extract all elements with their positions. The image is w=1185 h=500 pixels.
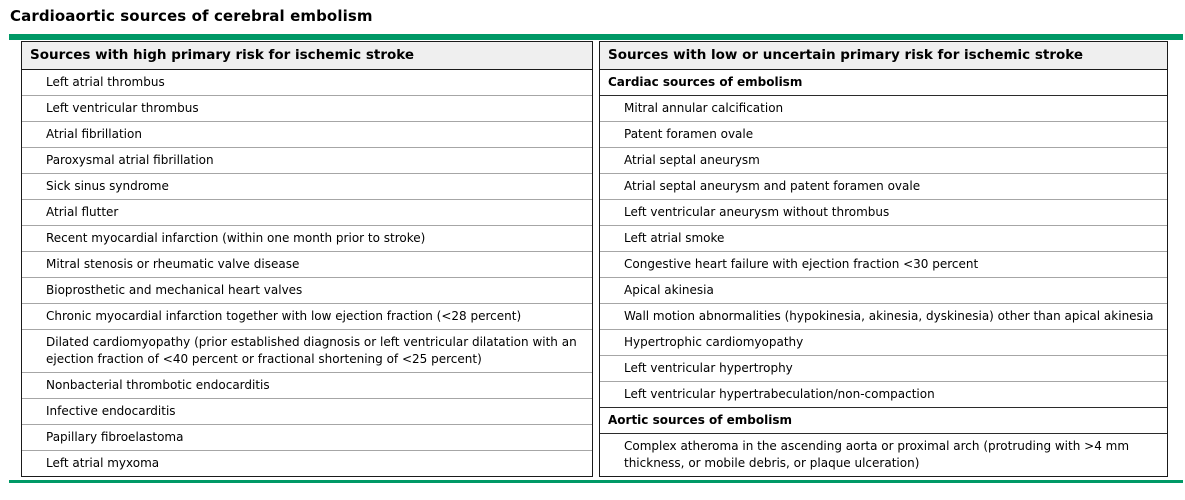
row-label: Left ventricular thrombus xyxy=(22,96,592,122)
row-label: Left atrial myxoma xyxy=(46,456,160,470)
table-row: Atrial flutter xyxy=(22,200,592,226)
low-risk-table-body: Cardiac sources of embolism Mitral annula… xyxy=(600,70,1167,476)
row-label: Left atrial smoke xyxy=(600,226,1167,252)
high-risk-header: Sources with high primary risk for ische… xyxy=(22,42,592,70)
table-row: Infective endocarditis xyxy=(22,399,592,425)
row-label: Left ventricular hypertrabeculation/non-… xyxy=(600,382,1167,408)
row-label: Congestive heart failure with ejection f… xyxy=(600,252,1167,278)
row-label: Nonbacterial thrombotic endocarditis xyxy=(22,373,592,399)
table-row: Paroxysmal atrial fibrillation xyxy=(22,148,592,174)
row-label: Left ventricular aneurysm without thromb… xyxy=(600,200,1167,226)
table-row: Hypertrophic cardiomyopathy xyxy=(600,330,1167,356)
row-label: Paroxysmal atrial fibrillation xyxy=(22,148,592,174)
row-label: Wall motion abnormalities (hypokinesia, … xyxy=(600,304,1167,330)
table-row: Mitral annular calcification xyxy=(600,96,1167,122)
table-row: Patent foramen ovale xyxy=(600,122,1167,148)
row-label: Dilated cardiomyopathy (prior establishe… xyxy=(22,330,592,373)
table-row: Chronic myocardial infarction together w… xyxy=(22,304,592,330)
table-row: Atrial fibrillation xyxy=(22,122,592,148)
section-subheader-label: Aortic sources of embolism xyxy=(600,408,1167,434)
table-row: Dilated cardiomyopathy (prior establishe… xyxy=(22,330,592,373)
table-row: Left atrial thrombus xyxy=(22,70,592,96)
table-row: Recent myocardial infarction (within one… xyxy=(22,226,592,252)
table-row: Congestive heart failure with ejection f… xyxy=(600,252,1167,278)
low-risk-header-row: Sources with low or uncertain primary ri… xyxy=(600,42,1167,70)
table-band: Sources with high primary risk for ische… xyxy=(9,34,1183,483)
row-label: Sick sinus syndrome xyxy=(22,174,592,200)
high-risk-header-row: Sources with high primary risk for ische… xyxy=(22,42,592,70)
table-row: Left atrial smoke xyxy=(600,226,1167,252)
row-label: Infective endocarditis xyxy=(22,399,592,425)
row-label: Mitral stenosis or rheumatic valve disea… xyxy=(22,252,592,278)
page-title: Cardioaortic sources of cerebral embolis… xyxy=(10,7,373,25)
table-row: Bioprosthetic and mechanical heart valve… xyxy=(22,278,592,304)
table-row: Apical akinesia xyxy=(600,278,1167,304)
low-risk-table: Sources with low or uncertain primary ri… xyxy=(599,41,1168,477)
table-row: Papillary fibroelastoma xyxy=(22,425,592,451)
table-row: Left ventricular hypertrophy xyxy=(600,356,1167,382)
row-label: Atrial septal aneurysm xyxy=(600,148,1167,174)
table-row: Complex atheroma in the ascending aorta … xyxy=(600,434,1167,476)
table-row: Nonbacterial thrombotic endocarditis xyxy=(22,373,592,399)
row-label: Complex atheroma in the ascending aorta … xyxy=(624,439,1130,470)
row-label: Papillary fibroelastoma xyxy=(22,425,592,451)
row-label: Apical akinesia xyxy=(600,278,1167,304)
row-label: Patent foramen ovale xyxy=(600,122,1167,148)
table-row: Atrial septal aneurysm and patent forame… xyxy=(600,174,1167,200)
row-label: Atrial fibrillation xyxy=(22,122,592,148)
row-label: Left atrial thrombus xyxy=(22,70,592,96)
row-label: Recent myocardial infarction (within one… xyxy=(22,226,592,252)
table-row: Left ventricular aneurysm without thromb… xyxy=(600,200,1167,226)
table-row: Left atrial myxoma xyxy=(22,451,592,476)
table-row: Mitral stenosis or rheumatic valve disea… xyxy=(22,252,592,278)
high-risk-table: Sources with high primary risk for ische… xyxy=(21,41,593,477)
row-label: Left ventricular hypertrophy xyxy=(600,356,1167,382)
table-row: Left ventricular hypertrabeculation/non-… xyxy=(600,382,1167,408)
section-subheader-label: Cardiac sources of embolism xyxy=(600,70,1167,96)
row-label: Mitral annular calcification xyxy=(600,96,1167,122)
row-label: Atrial flutter xyxy=(22,200,592,226)
table-row: Atrial septal aneurysm xyxy=(600,148,1167,174)
low-risk-header: Sources with low or uncertain primary ri… xyxy=(600,42,1167,70)
row-label: Hypertrophic cardiomyopathy xyxy=(600,330,1167,356)
row-label: Atrial septal aneurysm and patent forame… xyxy=(600,174,1167,200)
row-label: Chronic myocardial infarction together w… xyxy=(22,304,592,330)
high-risk-table-body: Left atrial thrombus Left ventricular thr… xyxy=(22,70,592,476)
table-row: Wall motion abnormalities (hypokinesia, … xyxy=(600,304,1167,330)
table-row: Sick sinus syndrome xyxy=(22,174,592,200)
table-row: Left ventricular thrombus xyxy=(22,96,592,122)
section-subheader-row: Aortic sources of embolism xyxy=(600,408,1167,434)
section-subheader-row: Cardiac sources of embolism xyxy=(600,70,1167,96)
row-label: Bioprosthetic and mechanical heart valve… xyxy=(22,278,592,304)
